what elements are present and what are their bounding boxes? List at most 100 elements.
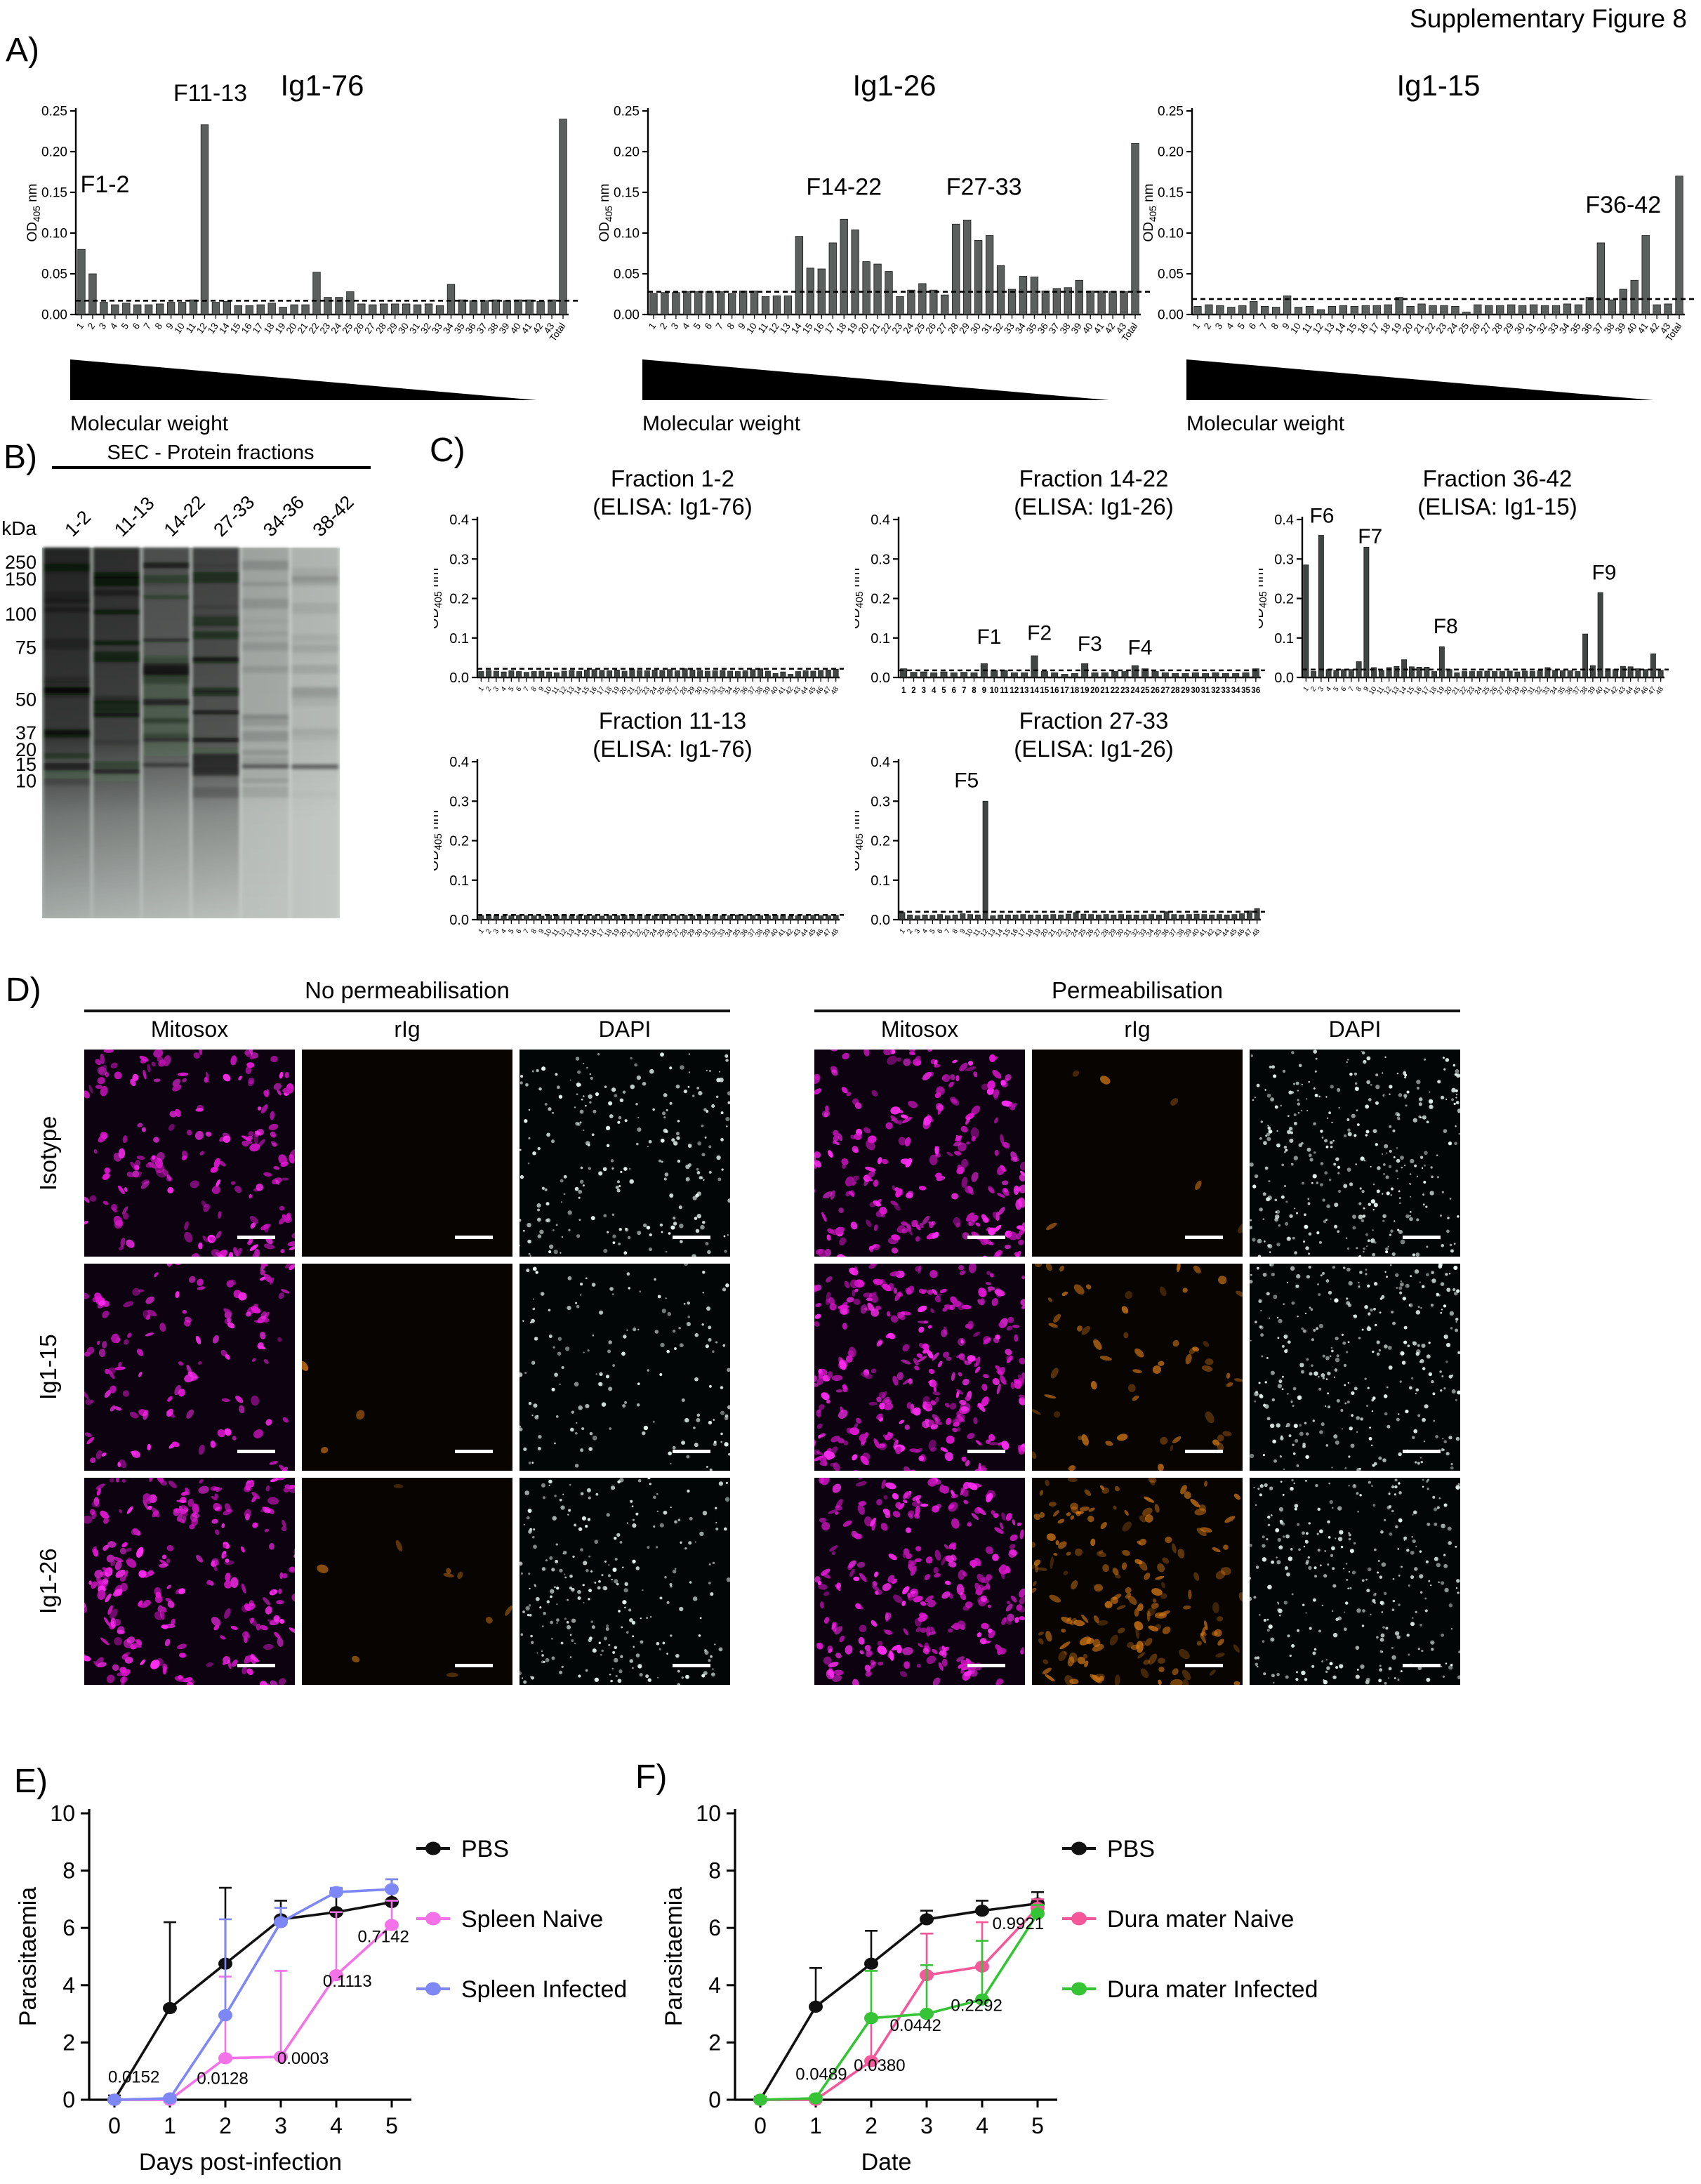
- line-chart-spleen-parasitaemia: 0 2 4 6 8 10 0 1 2 3 4 5 Days post-infection Parasita…: [11, 1787, 713, 2184]
- svg-text:33: 33: [1002, 321, 1017, 336]
- svg-text:40: 40: [508, 321, 523, 336]
- panel-d-label: D): [6, 972, 41, 1009]
- micro-noperm-ig1-26-rig: [302, 1478, 512, 1685]
- svg-text:3: 3: [922, 687, 926, 695]
- svg-text:37: 37: [475, 321, 489, 336]
- svg-text:26: 26: [351, 321, 366, 336]
- svg-text:F2: F2: [1027, 622, 1052, 645]
- permeabilisation-header: Permeabilisation: [1052, 977, 1223, 1003]
- svg-text:22: 22: [1423, 321, 1438, 336]
- svg-text:Ig1-76: Ig1-76: [280, 69, 364, 102]
- svg-text:30: 30: [1191, 687, 1200, 695]
- svg-text:4: 4: [976, 2113, 988, 2138]
- bar-chart-fraction-36-42: 0.0 0.1 0.2 0.3 0.4 OD405 nm 1 2 3 4 5 6 7 8 9 10 11 12 13…: [1251, 460, 1701, 747]
- svg-text:31: 31: [407, 321, 422, 336]
- svg-text:16: 16: [239, 321, 254, 336]
- micro-perm-ig1-15-dapi: [1250, 1264, 1460, 1471]
- svg-text:OD405 nm: OD405 nm: [597, 184, 614, 242]
- svg-text:13: 13: [206, 321, 220, 336]
- svg-text:0.10: 0.10: [1158, 227, 1184, 241]
- svg-text:35: 35: [1241, 687, 1250, 695]
- svg-text:SEC - Protein fractions: SEC - Protein fractions: [107, 442, 315, 464]
- svg-text:12: 12: [194, 321, 209, 336]
- svg-text:22: 22: [879, 321, 894, 336]
- svg-text:150: 150: [5, 569, 37, 590]
- panel-e-label: E): [14, 1763, 48, 1800]
- svg-text:1: 1: [899, 927, 907, 935]
- svg-text:10: 10: [990, 687, 999, 695]
- svg-text:6: 6: [952, 687, 956, 695]
- svg-text:21: 21: [868, 321, 882, 336]
- svg-text:15: 15: [1344, 321, 1359, 336]
- svg-text:6: 6: [708, 1915, 721, 1940]
- svg-text:43: 43: [1114, 321, 1129, 336]
- svg-text:15: 15: [1040, 687, 1049, 695]
- svg-text:0.2292: 0.2292: [951, 1997, 1002, 2016]
- svg-text:Date: Date: [861, 2149, 912, 2176]
- svg-text:37: 37: [1047, 321, 1061, 336]
- svg-text:24: 24: [1130, 687, 1139, 695]
- svg-text:1: 1: [901, 687, 906, 695]
- svg-text:27-33: 27-33: [209, 491, 258, 541]
- svg-text:27: 27: [1160, 687, 1170, 695]
- svg-text:32: 32: [991, 321, 1005, 336]
- svg-text:20: 20: [856, 321, 871, 336]
- svg-text:0.00: 0.00: [1158, 308, 1184, 323]
- line-chart-dura-mater-parasitaemia: 0 2 4 6 8 10 0 1 2 3 4 5 Date Parasitaemia 0.0489 0.038…: [656, 1787, 1358, 2184]
- svg-text:11-13: 11-13: [110, 493, 159, 541]
- svg-text:21: 21: [296, 321, 310, 336]
- svg-text:28: 28: [1490, 321, 1504, 336]
- svg-text:0.2: 0.2: [449, 592, 469, 607]
- svg-text:4: 4: [1224, 321, 1236, 331]
- svg-text:8: 8: [1269, 321, 1281, 331]
- svg-text:F5: F5: [954, 769, 979, 793]
- svg-text:10: 10: [1288, 321, 1303, 336]
- panel-f-label: F): [635, 1759, 668, 1796]
- bar-chart-fraction-14-22: 0.0 0.1 0.2 0.3 0.4 OD405 nm 1 2 3 4 5 6 7 8 9 10 11 12 13…: [847, 460, 1297, 747]
- svg-text:37: 37: [15, 722, 37, 743]
- svg-text:48: 48: [1655, 685, 1666, 696]
- svg-text:3: 3: [1317, 685, 1325, 693]
- micro-noperm-ig1-15-dapi: [519, 1264, 730, 1471]
- svg-text:0.25: 0.25: [41, 105, 67, 119]
- svg-text:35: 35: [1568, 321, 1583, 336]
- svg-text:(ELISA: Ig1-26): (ELISA: Ig1-26): [1014, 736, 1173, 762]
- svg-text:Parasitaemia: Parasitaemia: [15, 1887, 41, 2027]
- svg-text:19: 19: [1080, 687, 1090, 695]
- svg-text:17: 17: [1367, 321, 1382, 336]
- svg-text:0.0380: 0.0380: [854, 2056, 905, 2075]
- svg-text:8: 8: [530, 685, 538, 693]
- svg-text:Spleen Naive: Spleen Naive: [461, 1906, 603, 1933]
- header-underline-right: [814, 1010, 1460, 1012]
- svg-text:35: 35: [452, 321, 467, 336]
- svg-text:F6: F6: [1309, 505, 1334, 528]
- svg-text:34-36: 34-36: [259, 491, 308, 541]
- micro-noperm-ig1-15-mitosox: [84, 1264, 295, 1471]
- micro-noperm-isotype-rig: [302, 1050, 512, 1257]
- micro-perm-ig1-26-rig: [1032, 1478, 1243, 1685]
- svg-text:2: 2: [906, 927, 914, 935]
- panel-a-label: A): [6, 32, 39, 69]
- svg-text:0.4: 0.4: [871, 755, 890, 770]
- svg-text:31: 31: [979, 321, 994, 336]
- svg-text:F8: F8: [1434, 615, 1458, 638]
- row-label-ig1-26: Ig1-26: [35, 1548, 61, 1615]
- svg-text:41: 41: [1092, 321, 1106, 336]
- svg-text:2: 2: [484, 685, 493, 693]
- no-permeabilisation-header: No permeabilisation: [305, 977, 510, 1003]
- svg-text:100: 100: [5, 604, 37, 625]
- svg-text:1: 1: [809, 2113, 822, 2138]
- svg-text:19: 19: [1389, 321, 1404, 336]
- svg-text:3: 3: [913, 927, 922, 935]
- column-label-mitosox: Mitosox: [880, 1017, 959, 1042]
- svg-text:37: 37: [1591, 321, 1606, 336]
- svg-text:28: 28: [373, 321, 388, 336]
- svg-text:29: 29: [385, 321, 399, 336]
- svg-text:0.1: 0.1: [449, 631, 469, 647]
- svg-text:0: 0: [708, 2087, 721, 2112]
- svg-text:5: 5: [929, 927, 937, 935]
- svg-text:1: 1: [1191, 321, 1203, 331]
- svg-text:F4: F4: [1127, 636, 1152, 659]
- svg-text:28: 28: [946, 321, 960, 336]
- svg-text:(ELISA: Ig1-76): (ELISA: Ig1-76): [593, 494, 752, 519]
